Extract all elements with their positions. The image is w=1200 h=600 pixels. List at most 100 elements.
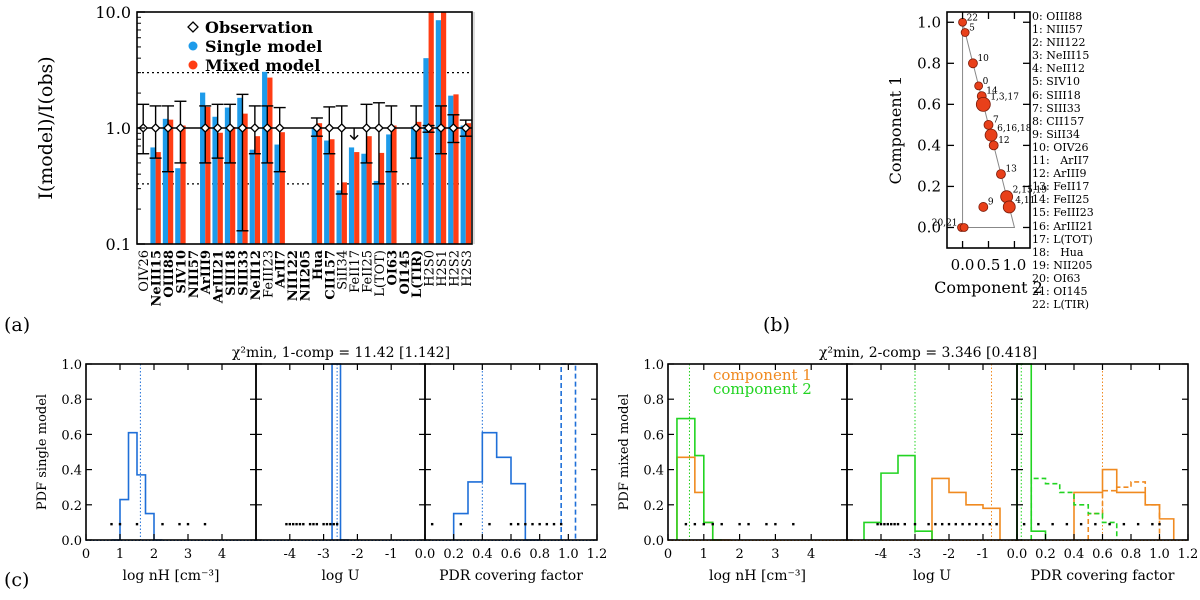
x-tick-label-0: 0.0 xyxy=(951,256,975,274)
x-tick-label-1-3: -1 xyxy=(977,547,990,562)
x-tick-label-0-2: 2 xyxy=(150,547,158,562)
model-dot-2-3 xyxy=(509,522,513,526)
model-dot-1-18 xyxy=(988,522,991,526)
model-dot-0-6 xyxy=(203,522,207,526)
legend-mixed-label: Mixed model xyxy=(205,56,320,75)
panel-label-b: (b) xyxy=(763,314,790,336)
model-dot-1-10 xyxy=(325,522,329,526)
model-dot-1-13 xyxy=(954,522,957,526)
legend-entry-17: 17: L(TOT) xyxy=(1032,232,1093,246)
model-dot-2-10 xyxy=(1158,522,1161,526)
model-dot-0-9 xyxy=(792,522,795,526)
x-tick-label-2-0: 0.0 xyxy=(1007,547,1028,562)
histogram-2-2 xyxy=(1087,481,1161,540)
bar-mixed-NeII12 xyxy=(254,136,261,244)
legend-entry-14: 14: FeII25 xyxy=(1032,193,1090,207)
legend-entry-11: 11: ArII7 xyxy=(1032,154,1090,168)
y-tick-label-1: 1.0 xyxy=(106,119,131,138)
y-tick-label-4: 0.8 xyxy=(917,54,941,72)
model-dot-2-6 xyxy=(1108,522,1111,526)
y-axis-label: PDF single model xyxy=(35,394,50,510)
model-dot-0-2 xyxy=(135,522,139,526)
observation-marker-FeII25 xyxy=(361,123,372,133)
model-dot-2-1 xyxy=(459,522,463,526)
tick-label-H2S3: H2S3 xyxy=(460,250,475,287)
model-dot-2-9 xyxy=(1151,522,1154,526)
x-tick-label-0-3: 3 xyxy=(184,547,192,562)
x-tick-label-1-0: -4 xyxy=(875,547,888,562)
model-dot-1-5 xyxy=(893,522,896,526)
bar-mixed-ArII7 xyxy=(279,132,285,244)
observation-marker-L(TOT) xyxy=(374,123,384,133)
model-dot-2-5 xyxy=(524,522,527,526)
x-tick-label-2-3: 0.6 xyxy=(501,547,522,562)
point-11 xyxy=(1002,200,1016,214)
model-dot-1-3 xyxy=(295,522,298,526)
y-tick-label-0: 0.0 xyxy=(643,534,664,549)
bar-mixed-SiII34 xyxy=(341,182,347,244)
histogram-2-3 xyxy=(1030,477,1118,540)
observation-marker-H2S0 xyxy=(423,123,434,133)
bar-mixed-L(TIR) xyxy=(416,121,422,244)
panel-title: χ²min, 2-comp = 3.346 [0.418] xyxy=(819,345,1037,361)
model-dot-2-0 xyxy=(1022,522,1026,526)
model-dot-1-8 xyxy=(913,522,917,526)
model-dot-2-10 xyxy=(559,522,563,526)
model-dot-1-5 xyxy=(302,522,305,526)
bar-mixed-Hua xyxy=(316,123,323,244)
model-dot-1-1 xyxy=(288,522,291,526)
observation-marker-H2S2 xyxy=(448,123,459,133)
x-tick-label-1: 0.5 xyxy=(977,256,1001,274)
x-tick-label-0-2: 2 xyxy=(735,547,743,562)
x-tick-label-1-3: -1 xyxy=(385,547,398,562)
x-tick-label-2-6: 1.2 xyxy=(1178,547,1199,562)
legend-entry-21: 21: OI145 xyxy=(1032,284,1088,298)
x-axis-label-2: PDR covering factor xyxy=(1031,568,1175,584)
bar-mixed-ArIII21 xyxy=(217,132,223,244)
bar-single-FeII17 xyxy=(348,147,355,244)
observation-marker-ArIII21 xyxy=(212,123,223,133)
y-axis-label: Component 1 xyxy=(886,76,905,185)
chart-c-single-model-pdf: χ²min, 1-comp = 11.42 [1.142] PDF single … xyxy=(35,345,607,584)
x-axis-label-2: PDR covering factor xyxy=(439,568,583,584)
bar-mixed-ArIII9 xyxy=(205,106,211,244)
model-dot-1-11 xyxy=(941,522,944,526)
observation-marker-FeIII23 xyxy=(262,123,273,133)
legend-mixed-marker xyxy=(188,60,198,70)
model-dot-0-1 xyxy=(693,522,697,526)
model-dot-2-2 xyxy=(1051,522,1054,526)
model-dot-1-19 xyxy=(995,522,998,526)
y-tick-label-4: 0.8 xyxy=(61,393,82,408)
x-axis-label-0: log nH [cm⁻³] xyxy=(122,568,219,584)
tick-label-H2S1: H2S1 xyxy=(435,250,450,287)
legend-entry-5: 5: SIV10 xyxy=(1032,75,1081,89)
model-dot-1-15 xyxy=(968,522,971,526)
tick-label-SiII34: SiII34 xyxy=(336,250,351,290)
bar-mixed-FeII17 xyxy=(354,152,360,244)
observation-marker-SIII18 xyxy=(225,123,235,133)
y-tick-label-1: 0.2 xyxy=(917,177,941,195)
bar-mixed-FeII25 xyxy=(366,136,372,244)
model-dot-1-16 xyxy=(975,522,978,526)
y-tick-label-0: 0.0 xyxy=(61,534,82,549)
bar-mixed-L(TOT) xyxy=(378,152,385,244)
histogram-1-1 xyxy=(863,454,933,540)
x-axis-label-1: log U xyxy=(321,568,359,584)
chart-b-component-weights: 225100141,3,1776,16,1812132,15,194,11920… xyxy=(886,11,1047,297)
model-dot-0-7 xyxy=(765,522,768,526)
legend-observation-label: Observation xyxy=(205,18,314,37)
model-dot-2-4 xyxy=(1079,522,1083,526)
model-dot-1-0 xyxy=(285,522,288,526)
model-dot-1-17 xyxy=(981,522,985,526)
y-tick-label-2: 10.0 xyxy=(95,3,131,22)
observation-marker-NeIII15 xyxy=(150,123,161,133)
point-6 xyxy=(983,119,994,130)
chart-a-ratio-bars: OIV26NeIII15OIII88SIV10NIII57ArIII9ArIII… xyxy=(35,3,475,307)
legend-entry-12: 12: ArIII9 xyxy=(1032,167,1087,181)
y-tick-label-5: 1.0 xyxy=(643,358,664,373)
tick-label-OI63: OI63 xyxy=(385,250,400,286)
tick-label-CII157: CII157 xyxy=(323,250,338,300)
tick-label-NIII57: NIII57 xyxy=(187,250,202,298)
x-axis-label-1: log U xyxy=(913,568,951,584)
legend-single-marker xyxy=(188,41,198,51)
